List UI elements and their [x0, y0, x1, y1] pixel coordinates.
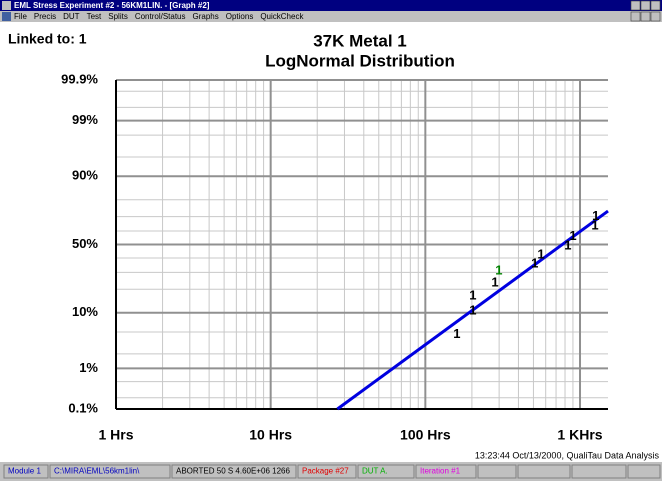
title-bar [0, 0, 662, 11]
data-point: 1 [537, 247, 544, 262]
menu-item[interactable]: Options [226, 12, 254, 21]
menu-item[interactable]: File [14, 12, 27, 21]
window-title: EML Stress Experiment #2 - 56KM1LIN. - [… [14, 1, 210, 10]
child-minimize-button[interactable] [630, 11, 641, 22]
child-close-button[interactable] [650, 11, 661, 22]
y-tick-label: 10% [72, 304, 98, 319]
y-tick-label: 90% [72, 168, 98, 183]
data-point: 1 [569, 228, 576, 243]
status-pane [415, 464, 477, 479]
app-icon [2, 1, 11, 10]
menu-bar [0, 11, 662, 22]
status-text: DUT A. [362, 467, 388, 476]
status-text: Package #27 [302, 467, 349, 476]
x-tick-label: 1 Hrs [98, 427, 133, 443]
status-pane [357, 464, 415, 479]
child-maximize-button[interactable] [640, 11, 651, 22]
status-text: Module 1 [8, 467, 41, 476]
window-buttons [630, 0, 661, 22]
data-point: 1 [591, 217, 598, 232]
linked-to: Linked to: 1 [8, 31, 87, 47]
data-point: 1 [469, 302, 476, 317]
y-tick-label: 50% [72, 236, 98, 251]
data-point: 1 [469, 288, 476, 303]
menu-item[interactable]: Graphs [193, 12, 219, 21]
y-tick-label: 99.9% [61, 71, 98, 86]
data-point: 1 [495, 262, 502, 277]
status-text: Iteration #1 [420, 467, 461, 476]
status-pane [517, 464, 571, 479]
x-tick-label: 100 Hrs [400, 427, 451, 443]
y-tick-label: 99% [72, 112, 98, 127]
close-button[interactable] [650, 0, 661, 11]
doc-icon [2, 12, 11, 21]
minimize-button[interactable] [630, 0, 641, 11]
menu-item[interactable]: Precis [34, 12, 56, 21]
timestamp: 13:23:44 Oct/13/2000, QualiTau Data Anal… [475, 450, 660, 460]
y-tick-label: 0.1% [68, 400, 98, 415]
menu-item[interactable]: Control/Status [135, 12, 186, 21]
menu-item[interactable]: DUT [63, 12, 80, 21]
maximize-button[interactable] [640, 0, 651, 11]
status-text: C:\MIRA\EML\56km1lin\ [54, 467, 140, 476]
status-pane [571, 464, 627, 479]
chart-subtitle: LogNormal Distribution [265, 51, 455, 70]
x-tick-label: 10 Hrs [249, 427, 292, 443]
data-point: 1 [592, 208, 599, 223]
status-pane [627, 464, 661, 479]
status-pane [171, 464, 297, 479]
y-tick-label: 1% [79, 360, 98, 375]
data-point: 1 [453, 326, 460, 341]
data-point: 1 [531, 255, 538, 270]
chart-title: 37K Metal 1 [313, 31, 407, 50]
status-text: ABORTED 50 S 4.60E+06 1266 [176, 467, 290, 476]
fit-line [336, 209, 609, 411]
status-pane [477, 464, 517, 479]
status-pane [297, 464, 357, 479]
x-tick-label: 1 KHrs [557, 427, 602, 443]
data-point: 1 [491, 274, 498, 289]
menu-item[interactable]: QuickCheck [260, 12, 304, 21]
data-point: 1 [564, 237, 571, 252]
menu-item[interactable]: Splits [108, 12, 128, 21]
menu-item[interactable]: Test [87, 12, 102, 21]
status-pane [3, 464, 49, 479]
status-pane [49, 464, 171, 479]
